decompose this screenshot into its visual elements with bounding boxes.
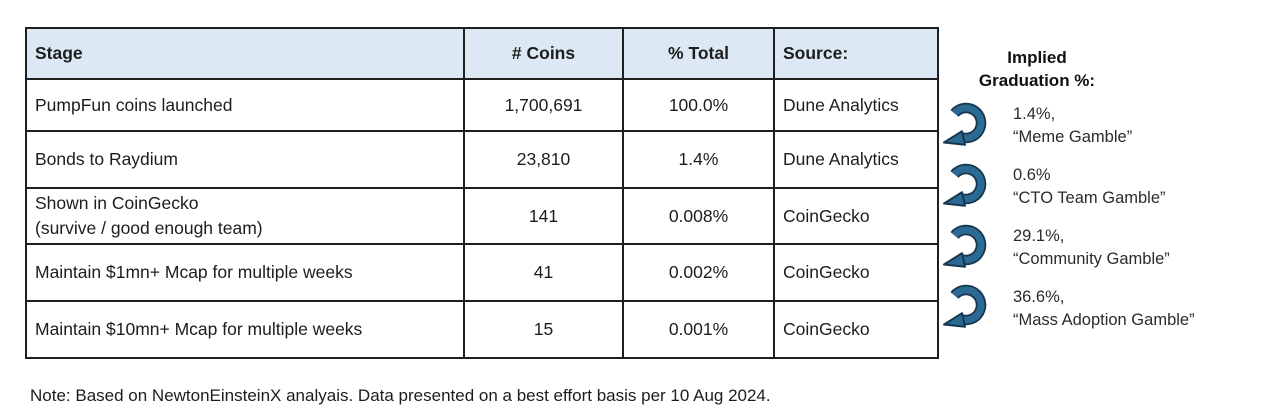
cell-pct-total: 0.008% bbox=[624, 189, 775, 245]
curved-arrow-icon bbox=[943, 224, 987, 268]
cell-pct-total: 100.0% bbox=[624, 80, 775, 132]
graduation-pct: 0.6% bbox=[1013, 166, 1051, 184]
header-stage: Stage bbox=[27, 29, 465, 80]
header-pct-total: % Total bbox=[624, 29, 775, 80]
graduation-label: “Mass Adoption Gamble” bbox=[1013, 311, 1195, 329]
implied-graduation-heading: Implied Graduation %: bbox=[953, 46, 1121, 92]
cell-coins: 23,810 bbox=[465, 132, 624, 189]
stage-text-line2: (survive / good enough team) bbox=[35, 218, 263, 238]
cell-coins: 41 bbox=[465, 245, 624, 302]
graduation-pct: 36.6%, bbox=[1013, 288, 1065, 306]
cell-stage: Maintain $1mn+ Mcap for multiple weeks bbox=[27, 245, 465, 302]
cell-source: CoinGecko bbox=[775, 302, 939, 359]
cell-pct-total: 1.4% bbox=[624, 132, 775, 189]
stage-text: Bonds to Raydium bbox=[35, 149, 178, 169]
graduation-label: “CTO Team Gamble” bbox=[1013, 189, 1166, 207]
cell-source: Dune Analytics bbox=[775, 80, 939, 132]
stage-text: Shown in CoinGecko bbox=[35, 193, 199, 213]
graduation-annotation: 0.6% “CTO Team Gamble” bbox=[1013, 164, 1263, 210]
curved-arrow-icon bbox=[943, 163, 987, 207]
footnote: Note: Based on NewtonEinsteinX analyais.… bbox=[30, 386, 771, 405]
stage-text: PumpFun coins launched bbox=[35, 94, 233, 115]
cell-pct-total: 0.001% bbox=[624, 302, 775, 359]
cell-pct-total: 0.002% bbox=[624, 245, 775, 302]
funnel-table: Stage # Coins % Total Source: PumpFun co… bbox=[25, 27, 939, 359]
cell-coins: 1,700,691 bbox=[465, 80, 624, 132]
heading-line1: Implied bbox=[1007, 48, 1067, 67]
header-coins: # Coins bbox=[465, 29, 624, 80]
cell-coins: 141 bbox=[465, 189, 624, 245]
graduation-pct: 1.4%, bbox=[1013, 105, 1056, 123]
cell-stage: PumpFun coins launched bbox=[27, 80, 465, 132]
cell-source: CoinGecko bbox=[775, 189, 939, 245]
cell-stage: Bonds to Raydium bbox=[27, 132, 465, 189]
curved-arrow-icon bbox=[943, 284, 987, 328]
graduation-pct: 29.1%, bbox=[1013, 227, 1065, 245]
graduation-annotation: 29.1%, “Community Gamble” bbox=[1013, 225, 1263, 271]
stage-text: Maintain $10mn+ Mcap for multiple weeks bbox=[35, 319, 363, 339]
cell-stage: Shown in CoinGecko (survive / good enoug… bbox=[27, 189, 465, 245]
cell-source: CoinGecko bbox=[775, 245, 939, 302]
graduation-label: “Meme Gamble” bbox=[1013, 128, 1133, 146]
cell-source: Dune Analytics bbox=[775, 132, 939, 189]
graduation-annotation: 36.6%, “Mass Adoption Gamble” bbox=[1013, 286, 1263, 332]
curved-arrow-icon bbox=[943, 102, 987, 146]
cell-stage: Maintain $10mn+ Mcap for multiple weeks bbox=[27, 302, 465, 359]
header-source: Source: bbox=[775, 29, 939, 80]
graduation-label: “Community Gamble” bbox=[1013, 250, 1170, 268]
heading-line2: Graduation %: bbox=[978, 71, 1096, 90]
cell-coins: 15 bbox=[465, 302, 624, 359]
graduation-annotation: 1.4%, “Meme Gamble” bbox=[1013, 103, 1263, 149]
stage-text: Maintain $1mn+ Mcap for multiple weeks bbox=[35, 262, 353, 282]
